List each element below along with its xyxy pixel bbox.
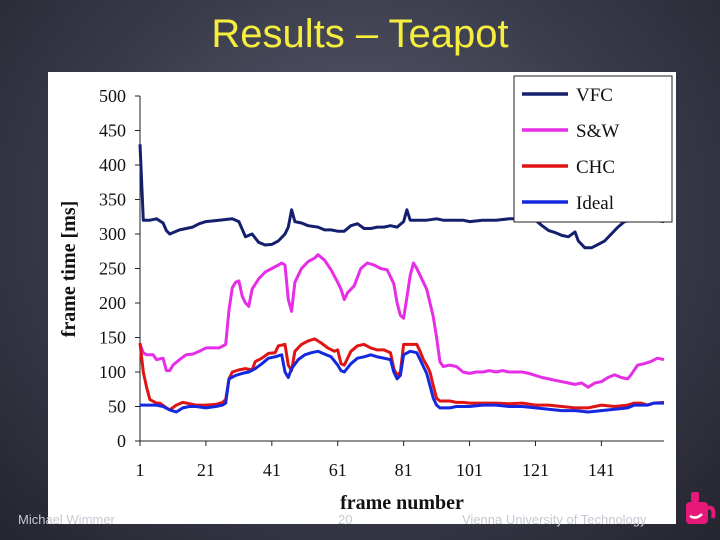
- x-tick-label: 61: [329, 460, 347, 480]
- y-tick-label: 350: [99, 190, 126, 210]
- y-tick-label: 300: [99, 224, 126, 244]
- y-tick-label: 500: [99, 86, 126, 106]
- x-tick-label: 121: [522, 460, 549, 480]
- series-line-vfc: [138, 144, 665, 250]
- y-tick-label: 250: [99, 259, 126, 279]
- legend-label-s-w: S&W: [576, 121, 619, 142]
- y-tick-label: 450: [99, 121, 126, 141]
- y-axis-label: frame time [ms]: [58, 201, 80, 338]
- y-tick-label: 0: [117, 431, 126, 451]
- x-ticks: 1 21 41 61 81 101 121 141: [136, 441, 615, 480]
- series-line-chc: [138, 337, 665, 412]
- x-tick-label: 101: [456, 460, 483, 480]
- series-line-ideal: [140, 349, 664, 414]
- footer-author: Michael Wimmer: [18, 512, 115, 527]
- series-lines: [138, 144, 665, 414]
- x-tick-label: 141: [588, 460, 615, 480]
- legend-label-vfc: VFC: [576, 85, 613, 106]
- y-tick-label: 100: [99, 362, 126, 382]
- slide-title: Results – Teapot: [211, 12, 509, 56]
- y-tick-label: 150: [99, 328, 126, 348]
- series-line-s-w: [138, 253, 665, 389]
- y-tick-label: 200: [99, 293, 126, 313]
- x-tick-label: 41: [263, 460, 281, 480]
- legend: VFC S&W CHC Ideal: [513, 75, 673, 223]
- footer-page-number: 20: [338, 512, 353, 527]
- legend-label-ideal: Ideal: [576, 193, 614, 214]
- y-ticks: 0 50 100 150 200 250 300 350 400 450 500: [99, 86, 140, 451]
- x-tick-label: 81: [395, 460, 413, 480]
- x-tick-label: 1: [136, 460, 145, 480]
- teapot-logo-icon: [686, 492, 716, 524]
- legend-label-chc: CHC: [576, 157, 615, 178]
- y-tick-label: 50: [108, 397, 126, 417]
- y-tick-label: 400: [99, 155, 126, 175]
- footer-organization: Vienna University of Technology: [462, 512, 647, 527]
- x-tick-label: 21: [197, 460, 215, 480]
- x-axis-label: frame number: [340, 492, 464, 514]
- legend-box: [513, 75, 673, 223]
